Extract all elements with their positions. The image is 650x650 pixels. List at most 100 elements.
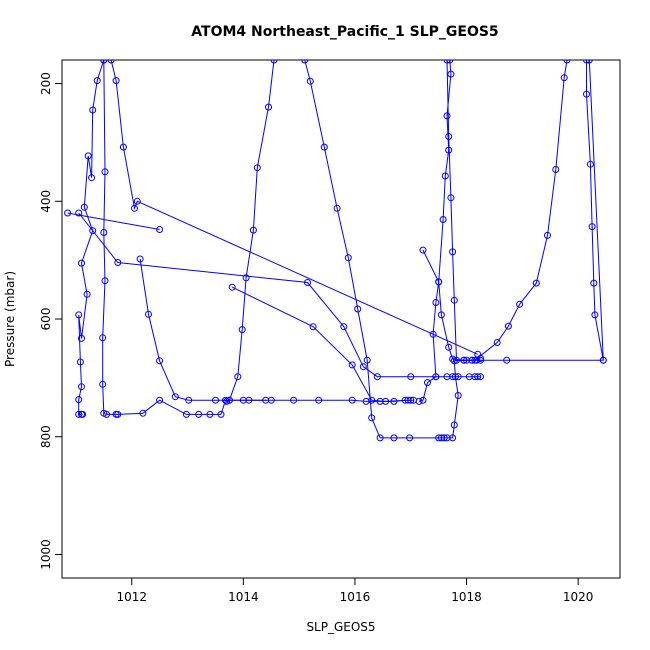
data-point: [449, 355, 457, 363]
data-point: [234, 373, 242, 381]
data-point: [359, 363, 367, 371]
data-point: [599, 356, 607, 364]
plot-frame: [61, 59, 621, 579]
data-point: [136, 255, 144, 263]
data-point: [206, 410, 214, 418]
data-point: [368, 414, 376, 422]
data-point: [182, 410, 190, 418]
data-point: [88, 174, 96, 182]
y-tick-label: 600: [39, 308, 53, 331]
data-point: [112, 77, 120, 85]
data-point: [437, 311, 445, 319]
data-point: [195, 410, 203, 418]
x-tick-label: 1014: [228, 590, 259, 604]
data-point: [107, 60, 115, 64]
data-point: [560, 74, 568, 82]
series-layer: [64, 60, 607, 442]
data-point: [493, 339, 501, 346]
data-point: [432, 373, 440, 381]
y-tick-label: 1000: [39, 539, 53, 570]
data-point: [78, 383, 85, 391]
data-point: [435, 278, 443, 286]
data-point: [75, 311, 83, 319]
data-point: [354, 305, 362, 313]
y-tick-label: 800: [39, 425, 53, 448]
data-point: [156, 396, 164, 404]
series-line-3: [110, 60, 478, 355]
data-point: [64, 209, 72, 217]
data-point: [344, 254, 352, 262]
x-tick-label: 1020: [563, 590, 594, 604]
data-point: [588, 223, 596, 231]
data-point: [340, 323, 348, 331]
data-point: [373, 373, 381, 381]
data-point: [440, 434, 448, 442]
data-point: [447, 70, 455, 78]
data-point: [415, 397, 423, 405]
data-point: [320, 143, 328, 151]
data-point: [89, 106, 97, 114]
data-point: [333, 204, 341, 212]
data-point: [242, 274, 250, 282]
data-point: [223, 397, 231, 405]
data-point: [80, 203, 88, 211]
data-point: [585, 60, 593, 64]
data-point: [309, 323, 317, 331]
series-line-6: [139, 258, 266, 401]
data-point: [270, 60, 278, 64]
data-point: [139, 409, 147, 417]
data-point: [253, 164, 261, 172]
data-point: [75, 410, 83, 418]
data-point: [75, 396, 83, 404]
data-point: [445, 343, 453, 351]
data-point: [446, 60, 454, 64]
data-point: [156, 226, 164, 233]
data-point: [185, 396, 193, 404]
data-point: [101, 168, 109, 176]
y-tick-label: 400: [39, 190, 53, 213]
data-point: [119, 143, 127, 151]
data-point: [133, 197, 141, 205]
data-point: [432, 299, 440, 306]
data-point: [477, 373, 484, 381]
data-point: [552, 166, 560, 173]
axes-layer: 1012 1014 1016 1018 1020 200 400 600 800 1000: [39, 72, 593, 604]
series-line-12: [446, 60, 473, 361]
series-line-10: [418, 60, 452, 402]
data-point: [171, 393, 179, 401]
data-point: [583, 60, 590, 64]
data-point: [228, 283, 236, 291]
data-point: [315, 396, 323, 404]
data-point: [265, 103, 272, 111]
data-point: [449, 248, 457, 256]
data-point: [445, 133, 453, 140]
data-point: [249, 226, 257, 234]
data-point: [424, 379, 431, 387]
data-point: [532, 279, 540, 287]
series-line-5: [78, 212, 481, 378]
data-point: [100, 229, 108, 236]
data-point: [212, 396, 219, 404]
data-point: [368, 396, 376, 404]
series-line-1: [78, 60, 105, 415]
data-point: [290, 396, 298, 404]
data-point: [441, 172, 449, 180]
data-point: [239, 396, 247, 404]
data-point: [76, 358, 84, 366]
data-point: [348, 396, 356, 404]
series-line-7: [231, 286, 414, 402]
data-point: [390, 434, 398, 442]
data-point: [93, 77, 101, 85]
data-point: [516, 300, 524, 308]
data-point: [407, 373, 415, 381]
data-point: [471, 356, 479, 364]
data-point: [99, 380, 107, 388]
data-point: [156, 357, 164, 365]
data-point: [544, 231, 551, 239]
series-line-13: [474, 60, 568, 361]
data-point: [100, 60, 108, 64]
data-point: [114, 410, 122, 418]
data-point: [114, 259, 122, 266]
series-line-11: [422, 249, 481, 361]
